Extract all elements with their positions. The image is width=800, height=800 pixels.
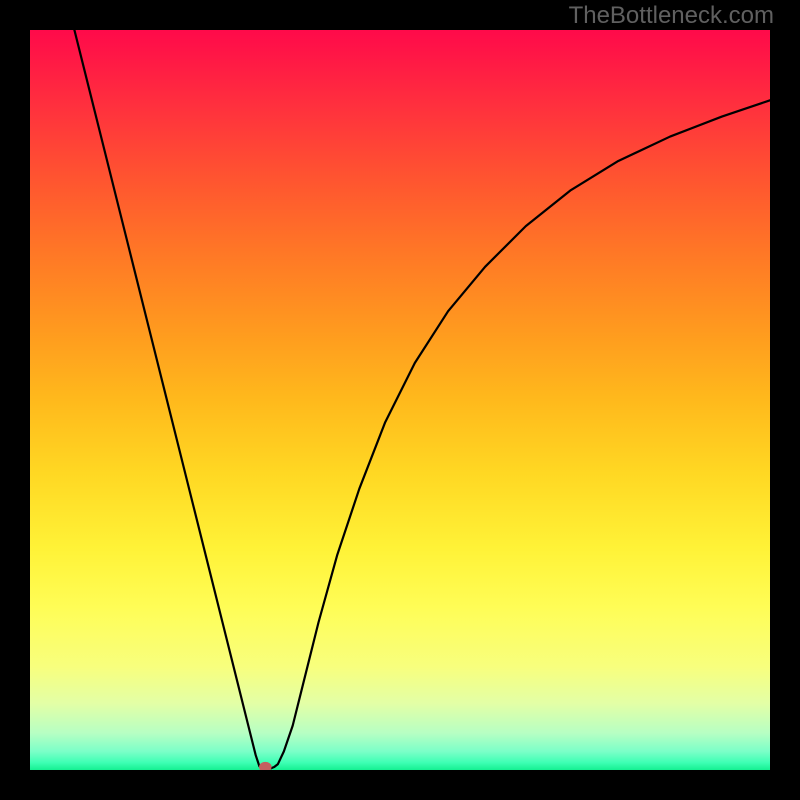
chart-plot-area xyxy=(30,30,770,770)
minimum-marker xyxy=(259,762,272,770)
watermark-text: TheBottleneck.com xyxy=(569,2,774,30)
bottleneck-curve xyxy=(74,30,770,769)
chart-svg xyxy=(30,30,770,770)
